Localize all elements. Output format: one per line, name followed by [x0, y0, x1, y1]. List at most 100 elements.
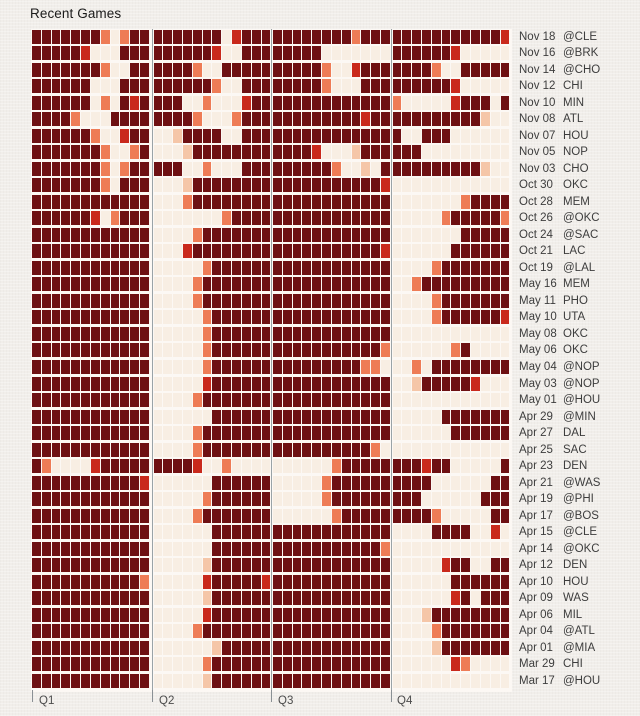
minute-cell[interactable] [331, 145, 341, 160]
minute-cell[interactable] [371, 112, 381, 127]
minute-cell[interactable] [451, 211, 461, 226]
minute-cell[interactable] [412, 277, 421, 292]
minute-cell[interactable] [222, 128, 232, 143]
minute-cell[interactable] [232, 293, 241, 308]
minute-cell[interactable] [182, 624, 192, 639]
minute-cell[interactable] [71, 293, 81, 308]
minute-cell[interactable] [90, 178, 100, 193]
minute-cell[interactable] [163, 260, 173, 275]
minute-cell[interactable] [90, 128, 100, 143]
minute-cell[interactable] [471, 426, 480, 441]
minute-cell[interactable] [100, 244, 110, 259]
minute-cell[interactable] [51, 260, 61, 275]
minute-cell[interactable] [71, 541, 81, 556]
minute-cell[interactable] [212, 459, 222, 474]
minute-cell[interactable] [402, 178, 412, 193]
minute-cell[interactable] [222, 244, 232, 259]
minute-cell[interactable] [441, 442, 451, 457]
minute-cell[interactable] [302, 194, 312, 209]
minute-cell[interactable] [202, 326, 212, 341]
minute-cell[interactable] [71, 79, 81, 94]
minute-cell[interactable] [32, 492, 41, 507]
minute-cell[interactable] [381, 442, 390, 457]
minute-cell[interactable] [292, 161, 302, 176]
minute-cell[interactable] [361, 128, 371, 143]
minute-cell[interactable] [251, 178, 261, 193]
minute-cell[interactable] [202, 293, 212, 308]
minute-cell[interactable] [441, 475, 451, 490]
minute-cell[interactable] [292, 393, 302, 408]
minute-cell[interactable] [341, 624, 351, 639]
minute-cell[interactable] [431, 62, 441, 77]
minute-cell[interactable] [261, 376, 271, 391]
minute-cell[interactable] [192, 591, 202, 606]
minute-cell[interactable] [480, 492, 490, 507]
minute-cell[interactable] [451, 393, 461, 408]
minute-cell[interactable] [163, 293, 173, 308]
minute-cell[interactable] [431, 426, 441, 441]
minute-cell[interactable] [163, 360, 173, 374]
minute-cell[interactable] [182, 508, 192, 523]
minute-cell[interactable] [480, 376, 490, 391]
minute-cell[interactable] [421, 393, 431, 408]
minute-cell[interactable] [361, 492, 371, 507]
minute-cell[interactable] [32, 426, 41, 441]
minute-cell[interactable] [61, 244, 71, 259]
minute-cell[interactable] [461, 442, 471, 457]
minute-cell[interactable] [402, 492, 412, 507]
minute-cell[interactable] [421, 244, 431, 259]
minute-cell[interactable] [222, 293, 232, 308]
minute-cell[interactable] [392, 128, 402, 143]
minute-cell[interactable] [130, 343, 140, 358]
minute-cell[interactable] [500, 227, 510, 242]
minute-cell[interactable] [412, 178, 421, 193]
minute-cell[interactable] [412, 673, 421, 688]
minute-cell[interactable] [153, 95, 163, 110]
minute-cell[interactable] [490, 293, 500, 308]
minute-cell[interactable] [381, 492, 390, 507]
minute-cell[interactable] [471, 95, 480, 110]
minute-cell[interactable] [441, 640, 451, 655]
minute-cell[interactable] [312, 409, 322, 424]
minute-cell[interactable] [51, 128, 61, 143]
minute-cell[interactable] [81, 673, 90, 688]
minute-cell[interactable] [322, 558, 331, 573]
minute-cell[interactable] [441, 29, 451, 44]
minute-cell[interactable] [212, 558, 222, 573]
minute-cell[interactable] [282, 79, 292, 94]
minute-cell[interactable] [110, 624, 120, 639]
minute-cell[interactable] [120, 145, 130, 160]
minute-cell[interactable] [312, 541, 322, 556]
minute-cell[interactable] [402, 409, 412, 424]
minute-cell[interactable] [490, 79, 500, 94]
minute-cell[interactable] [282, 508, 292, 523]
minute-cell[interactable] [173, 393, 182, 408]
minute-cell[interactable] [163, 145, 173, 160]
minute-cell[interactable] [163, 640, 173, 655]
minute-cell[interactable] [331, 640, 341, 655]
minute-cell[interactable] [421, 376, 431, 391]
minute-cell[interactable] [451, 194, 461, 209]
minute-cell[interactable] [241, 624, 251, 639]
minute-cell[interactable] [140, 558, 149, 573]
minute-cell[interactable] [402, 161, 412, 176]
minute-cell[interactable] [322, 607, 331, 622]
minute-cell[interactable] [153, 624, 163, 639]
minute-cell[interactable] [241, 376, 251, 391]
minute-cell[interactable] [490, 46, 500, 61]
minute-cell[interactable] [241, 112, 251, 127]
minute-cell[interactable] [110, 161, 120, 176]
minute-cell[interactable] [331, 161, 341, 176]
minute-cell[interactable] [61, 459, 71, 474]
minute-cell[interactable] [153, 260, 163, 275]
minute-cell[interactable] [232, 393, 241, 408]
minute-cell[interactable] [312, 442, 322, 457]
minute-cell[interactable] [81, 112, 90, 127]
minute-cell[interactable] [480, 62, 490, 77]
minute-cell[interactable] [173, 624, 182, 639]
minute-cell[interactable] [192, 459, 202, 474]
minute-cell[interactable] [81, 145, 90, 160]
minute-cell[interactable] [480, 607, 490, 622]
minute-cell[interactable] [140, 277, 149, 292]
minute-cell[interactable] [100, 194, 110, 209]
